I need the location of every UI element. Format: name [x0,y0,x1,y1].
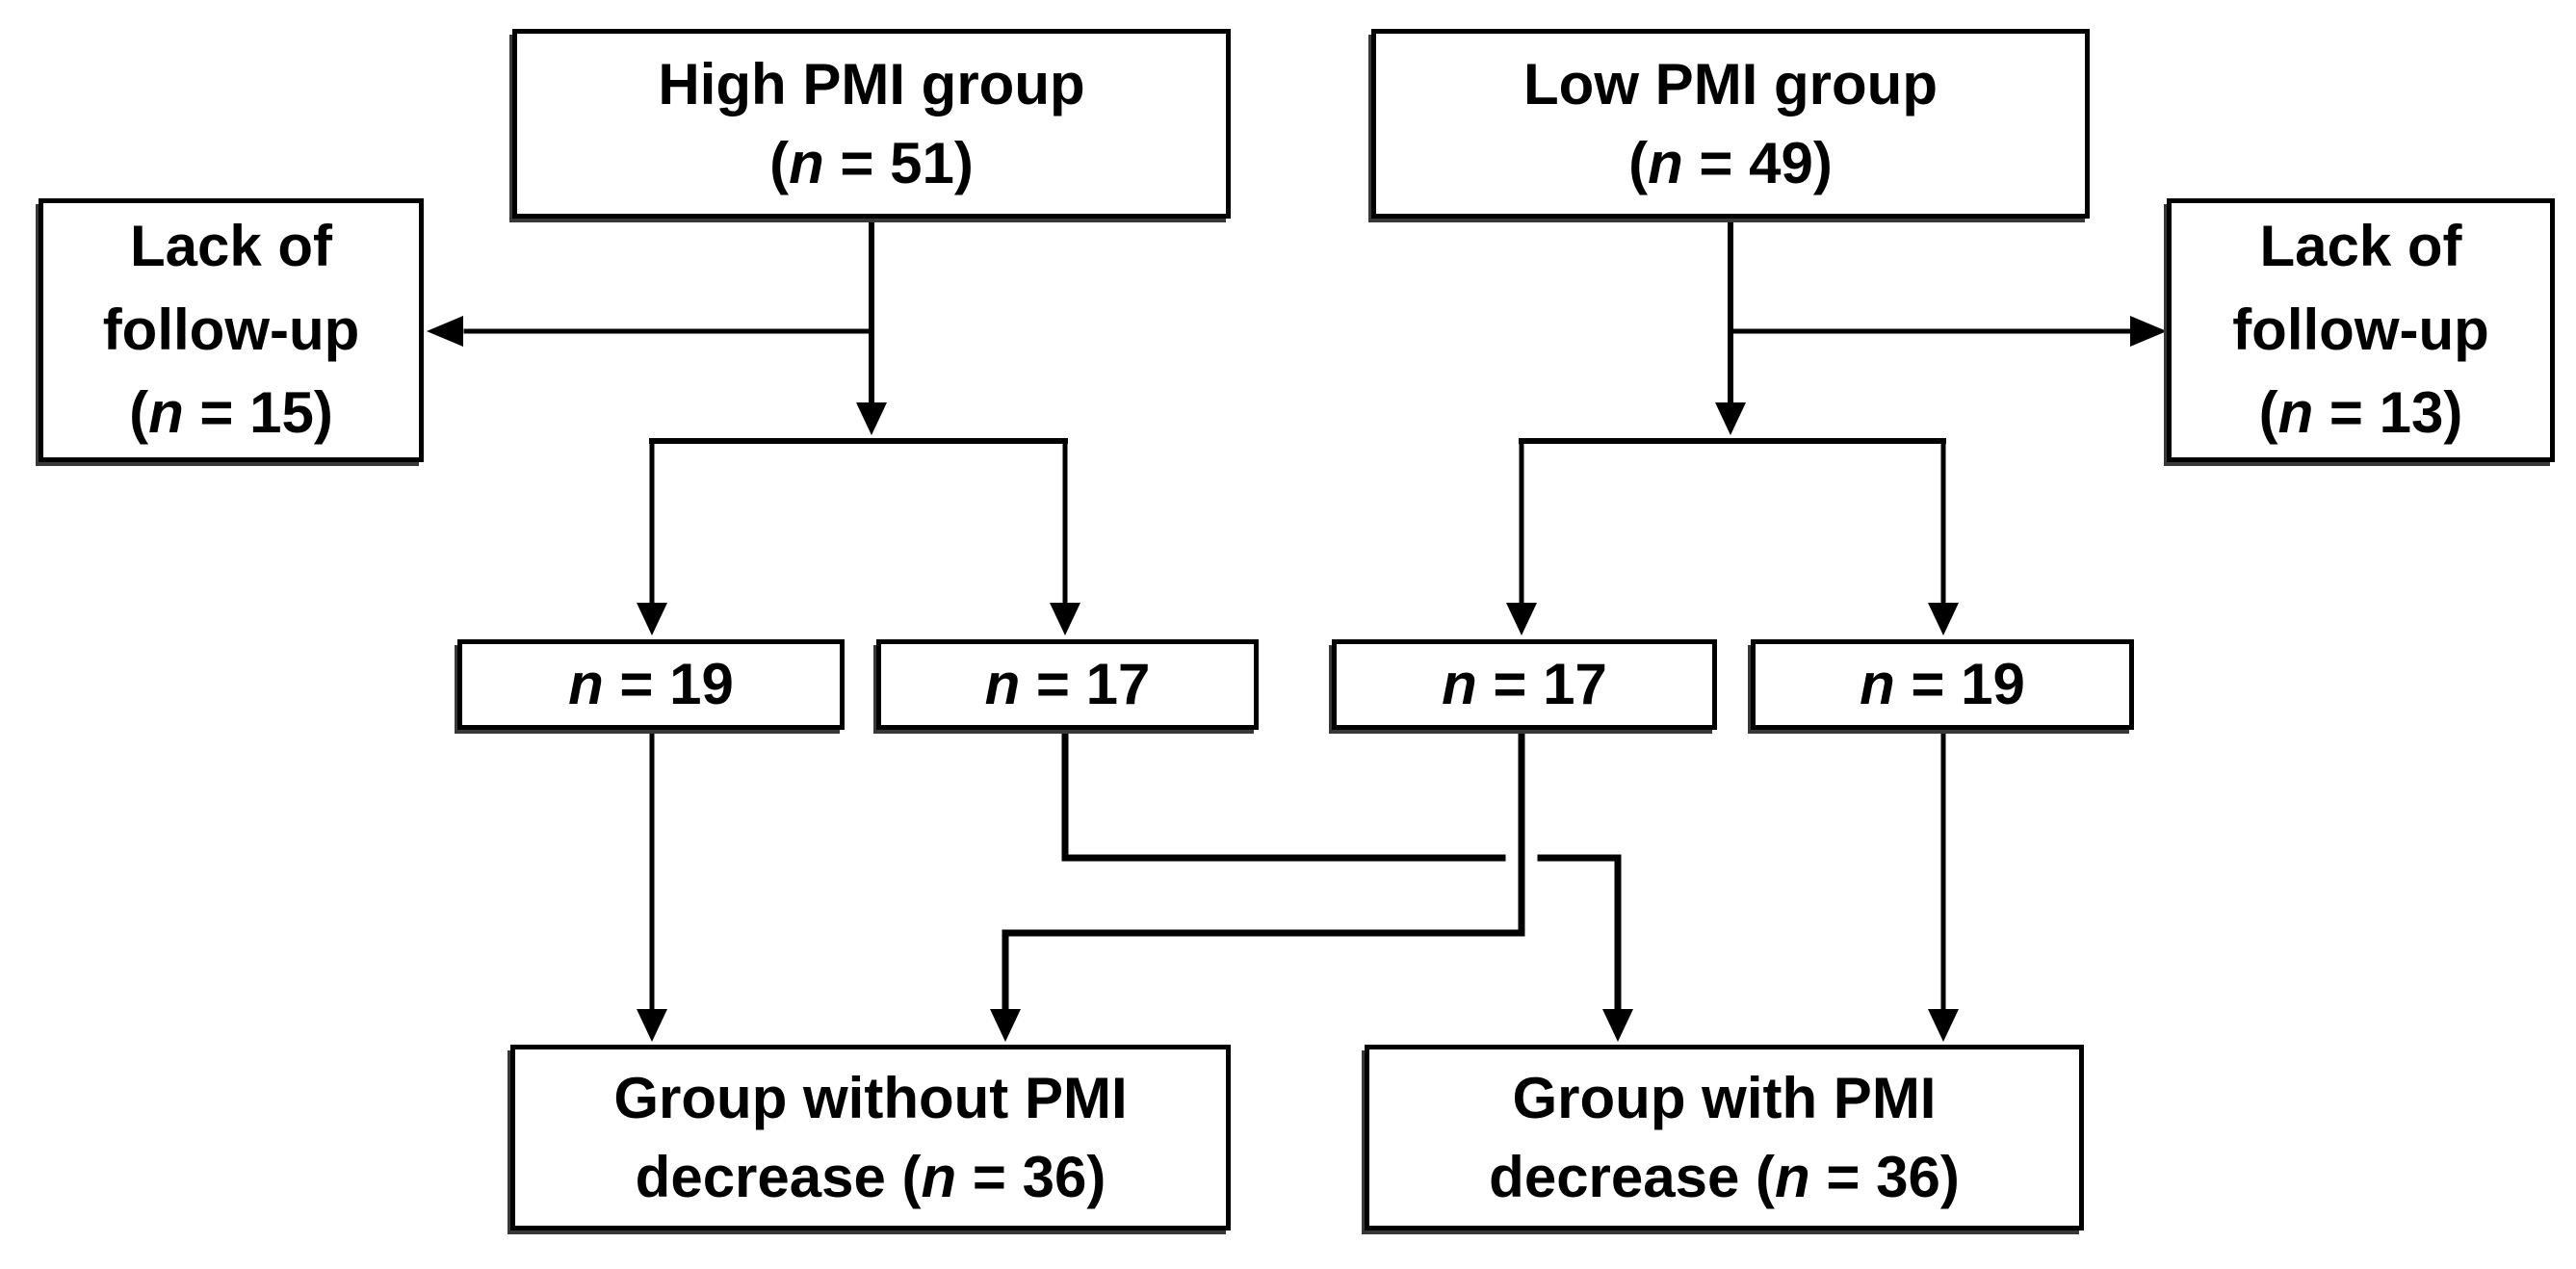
arrowhead-high-group-down [856,402,887,435]
node-line1: Lack of [129,214,333,279]
count-n-var: n [1775,1144,1810,1209]
node-count: n = 17 [985,645,1151,724]
node-line1: Group with PMI [1512,1065,1937,1130]
node-count: (n = 49) [1628,124,1833,203]
edge-lines [463,215,2133,1011]
node-group-without-pmi-decrease: Group without PMI decrease (n = 36) [510,1045,1231,1230]
count-n-var: n [921,1144,957,1209]
count-open-text: ( [2258,380,2278,446]
arrowhead-n17-into-group-with [1602,1009,1633,1042]
node-lack-followup-right: Lack of follow-up (n = 13) [2167,198,2555,462]
edge-arrowheads [427,316,2167,1042]
count-n-var: n [984,652,1021,717]
count-n-var: n [789,130,824,195]
edge-n17-to-group-without-elbow-line [1002,726,1525,1011]
node-title: High PMI group [658,51,1085,117]
node-group-with-pmi-decrease: Group with PMI decrease (n = 36) [1365,1045,2084,1230]
node-low-n17: n = 17 [1332,639,1717,730]
node-count: n = 19 [568,645,734,724]
arrowhead-into-high-n17 [1050,603,1080,635]
edge-n17-to-group-with-elbow-line [1061,726,1622,1011]
arrowhead-n17-into-group-without [990,1009,1021,1042]
count-close-text: = 36) [1809,1144,1960,1209]
arrowhead-into-low-n17 [1506,603,1537,635]
count-close-text: = 15) [183,380,333,446]
count-close-text: = 13) [2313,380,2463,446]
count-n-var: n [148,380,184,446]
arrowhead-low-group-down [1715,402,1746,435]
count-close-text: = 19 [603,652,734,717]
count-close-text: = 51) [823,130,974,195]
node-count: decrease (n = 36) [636,1138,1106,1217]
count-open-text: ( [769,130,790,195]
arrowhead-n19-into-group-with [1928,1009,1959,1042]
node-low-n19: n = 19 [1751,639,2134,730]
node-count: (n = 15) [129,372,333,454]
count-n-var: n [1442,652,1477,717]
count-close-text: = 17 [1020,652,1151,717]
count-close-text: = 36) [956,1144,1106,1209]
count-prefix-text: decrease ( [635,1144,922,1209]
node-high-n19: n = 19 [457,639,845,730]
node-count: (n = 13) [2259,372,2463,454]
count-n-var: n [1648,130,1683,195]
arrowhead-into-lack-right [2130,316,2167,347]
count-close-text: = 49) [1682,130,1833,195]
count-n-var: n [568,652,604,717]
node-count: (n = 51) [769,124,974,203]
count-open-text: ( [129,380,149,446]
arrowhead-into-high-n19 [637,603,667,635]
node-high-n17: n = 17 [876,639,1259,730]
node-title: Low PMI group [1523,51,1938,117]
node-line1: Lack of [2259,214,2462,279]
count-n-var: n [2277,380,2314,446]
node-line2: follow-up [2232,297,2489,362]
node-count: n = 17 [1442,645,1607,724]
count-open-text: ( [1628,130,1649,195]
arrowhead-into-low-n19 [1928,603,1959,635]
count-close-text: = 19 [1894,652,2025,717]
node-lack-followup-left: Lack of follow-up (n = 15) [39,198,424,462]
node-count: n = 19 [1860,645,2025,724]
count-close-text: = 17 [1476,652,1607,717]
node-low-pmi-group: Low PMI group (n = 49) [1371,29,2090,219]
node-high-pmi-group: High PMI group (n = 51) [512,29,1231,219]
node-line2: follow-up [102,297,360,362]
arrowhead-into-lack-left [427,316,463,347]
arrowhead-n19-into-group-without [637,1009,667,1042]
node-line1: Group without PMI [613,1065,1128,1130]
node-count: decrease (n = 36) [1489,1138,1960,1217]
count-n-var: n [1860,652,1895,717]
count-prefix-text: decrease ( [1489,1144,1776,1209]
